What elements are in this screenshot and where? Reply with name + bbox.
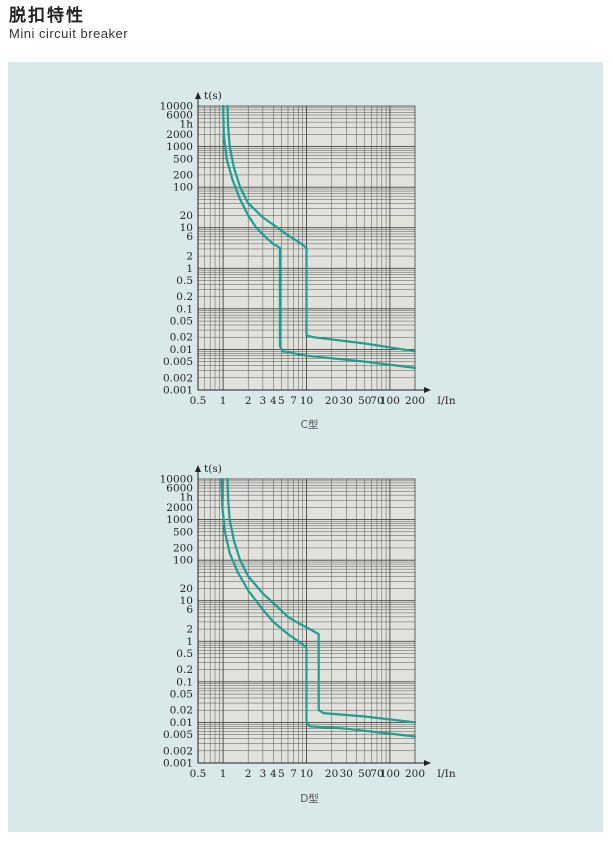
x-tick-label: 0.5 [190,395,207,407]
y-tick-label: 10000 [160,101,193,113]
y-tick-label: 20 [180,583,193,595]
y-gridlines [198,480,415,752]
y-tick-label: 0.002 [163,745,193,757]
upper-trip-curve [226,104,417,353]
x-tick-label: 2 [245,768,252,780]
y-tick-label: 10 [180,595,193,607]
y-tick-label: 1 [186,263,193,275]
y-tick-label: 0.005 [163,729,193,741]
x-tick-label: 20 [325,395,338,407]
x-tick-label: 3 [260,395,267,407]
y-tick-label: 0.02 [170,332,193,344]
x-tick-label: 7 [290,395,297,407]
y-tick-label: 1h [180,119,194,131]
x-tick-label: 1 [220,395,227,407]
y-tick-label: 0.005 [163,356,193,368]
x-tick-label: 50 [358,768,371,780]
upper-trip-curve [226,477,417,724]
lower-trip-curve [222,104,417,369]
y-tick-label: 6 [186,604,193,616]
x-tick-label: 30 [340,768,353,780]
y-tick-label: 1000 [166,514,193,526]
chart-caption: C型 [301,418,319,431]
lower-trip-curve [220,477,417,738]
x-tick-label: 5 [278,395,285,407]
y-tick-label: 10 [180,222,193,234]
x-axis-title: I/In [437,395,456,407]
y-tick-label: 100 [173,555,193,567]
y-tick-label: 0.1 [176,303,193,315]
x-tick-label: 100 [380,768,400,780]
x-tick-label: 100 [380,395,400,407]
y-tick-label: 0.5 [176,275,193,287]
x-gridlines [204,106,391,390]
x-tick-label: 70 [370,395,383,407]
y-tick-label: 0.001 [163,758,193,770]
page-title: 脱扣特性 [9,6,85,26]
y-axis-title: t(s) [204,90,222,102]
y-tick-label: 100 [173,182,193,194]
x-tick-label: 2 [245,395,252,407]
y-tick-label: 0.05 [170,689,193,701]
page-subtitle: Mini circuit breaker [9,26,129,41]
y-tick-label: 20 [180,210,193,222]
x-tick-label: 20 [325,768,338,780]
y-axis-title: t(s) [204,463,222,475]
x-tick-label: 7 [290,768,297,780]
y-tick-label: 0.2 [176,664,193,676]
x-axis-title: I/In [437,768,456,780]
y-tick-label: 0.002 [163,372,193,384]
y-axis-arrow [195,465,201,472]
y-tick-label: 0.1 [176,676,193,688]
x-tick-label: 50 [358,395,371,407]
x-axis-arrow [424,387,431,393]
y-tick-label: 0.05 [170,316,193,328]
y-tick-label: 1000 [166,141,193,153]
y-tick-label: 200 [173,542,193,554]
x-tick-label: 3 [260,768,267,780]
y-tick-label: 0.01 [170,717,193,729]
x-axis-arrow [424,760,431,766]
x-tick-label: 4 [270,768,277,780]
x-tick-label: 200 [405,395,425,407]
y-tick-label: 10000 [160,474,193,486]
x-tick-label: 30 [340,395,353,407]
y-tick-label: 1h [180,492,194,504]
y-tick-label: 0.5 [176,648,193,660]
y-tick-label: 500 [173,526,193,538]
x-tick-label: 10 [300,768,313,780]
y-axis-arrow [195,92,201,99]
x-tick-label: 10 [300,395,313,407]
y-tick-label: 0.2 [176,291,193,303]
y-tick-label: 6000 [166,483,193,495]
y-tick-label: 2 [186,251,193,263]
y-tick-label: 200 [173,169,193,181]
y-tick-label: 2000 [166,129,193,141]
y-tick-label: 500 [173,153,193,165]
y-tick-label: 0.001 [163,385,193,397]
x-tick-label: 200 [405,768,425,780]
y-tick-label: 2 [186,624,193,636]
y-tick-label: 0.01 [170,344,193,356]
x-tick-label: 5 [278,768,285,780]
x-tick-label: 0.5 [190,768,207,780]
chart-caption: D型 [300,792,319,805]
y-tick-label: 6000 [166,110,193,122]
y-tick-label: 1 [186,636,193,648]
y-tick-label: 2000 [166,502,193,514]
x-tick-label: 4 [270,395,277,407]
y-tick-label: 0.02 [170,705,193,717]
x-tick-label: 1 [220,768,227,780]
y-tick-label: 6 [186,231,193,243]
x-tick-label: 70 [370,768,383,780]
